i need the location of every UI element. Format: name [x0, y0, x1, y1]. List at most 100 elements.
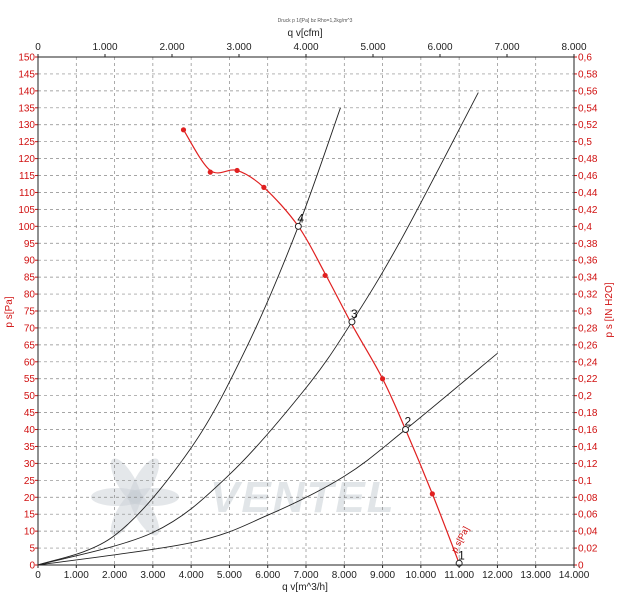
left-tick-label: 5 [29, 544, 35, 555]
left-tick-label: 100 [18, 222, 35, 233]
right-tick-label: 0,6 [578, 53, 592, 64]
top-tick-label: 8.000 [561, 42, 586, 53]
bottom-tick-label: 2.000 [102, 570, 127, 581]
left-tick-label: 120 [18, 154, 35, 165]
right-tick-label: 0,28 [578, 323, 598, 334]
right-tick-label: 0,24 [578, 357, 598, 368]
bottom-tick-label: 10.000 [406, 570, 437, 581]
left-tick-label: 125 [18, 137, 35, 148]
left-tick-label: 55 [24, 374, 36, 385]
left-tick-label: 105 [18, 205, 35, 216]
bottom-tick-label: 3.000 [140, 570, 165, 581]
bottom-tick-label: 14.000 [559, 570, 590, 581]
right-tick-label: 0,5 [578, 137, 592, 148]
right-tick-label: 0,44 [578, 188, 598, 199]
right-tick-label: 0,56 [578, 86, 598, 97]
right-tick-label: 0,22 [578, 374, 598, 385]
right-tick-label: 0,52 [578, 120, 598, 131]
chart-header: Druck p 1/[Pa] bz Rho=1,2kg/m^3 [278, 18, 353, 24]
right-tick-label: 0,06 [578, 510, 598, 521]
bottom-axis-title: q v[m^3/h] [282, 582, 328, 593]
bottom-tick-label: 13.000 [520, 570, 551, 581]
bottom-tick-label: 4.000 [179, 570, 204, 581]
right-axis-title: p s [IN H2O] [604, 282, 615, 337]
right-tick-label: 0,46 [578, 171, 598, 182]
bottom-tick-label: 9.000 [370, 570, 395, 581]
right-tick-label: 0,14 [578, 442, 598, 453]
system-curve-line-2 [37, 92, 479, 566]
plot-frame [37, 56, 575, 566]
left-tick-label: 65 [24, 340, 36, 351]
watermark-blade [128, 458, 160, 505]
bottom-tick-label: 7.000 [293, 570, 318, 581]
right-tick-label: 0,4 [578, 222, 592, 233]
top-tick-label: 4.000 [293, 42, 318, 53]
top-tick-label: 2.000 [159, 42, 184, 53]
operating-point-label: 3 [351, 307, 358, 321]
axis-ticks: 0 1.000 2.000 3.000 4.000 5.000 6.000 7.000 8.00… [18, 42, 598, 581]
left-tick-label: 110 [19, 188, 35, 199]
operating-point [402, 426, 410, 434]
right-tick-label: 0,26 [578, 340, 598, 351]
right-tick-label: 0,02 [578, 544, 598, 555]
fan-curve-marker [429, 491, 435, 497]
fan-curve-marker [180, 127, 187, 133]
right-tick-label: 0,32 [578, 290, 598, 301]
right-tick-label: 0,42 [578, 205, 598, 216]
grid [38, 57, 574, 565]
operating-point [294, 222, 302, 230]
right-tick-label: 0,1 [578, 476, 592, 487]
left-tick-label: 45 [24, 408, 36, 419]
fan-curve-marker [207, 169, 213, 175]
left-tick-label: 30 [24, 459, 36, 470]
bottom-tick-label: 5.000 [217, 570, 242, 581]
operating-point-label: 4 [297, 211, 304, 225]
fan-curve-marker [322, 272, 328, 279]
right-tick-label: 0,12 [578, 459, 598, 470]
left-tick-label: 80 [24, 290, 36, 301]
bottom-tick-label: 8.000 [332, 570, 357, 581]
bottom-tick-label: 1.000 [64, 570, 89, 581]
right-tick-label: 0,08 [578, 493, 598, 504]
left-tick-label: 15 [24, 510, 36, 521]
right-tick-label: 0,16 [578, 425, 598, 436]
right-tick-label: 0,04 [578, 527, 598, 538]
top-axis-title: q v[cfm] [287, 28, 322, 39]
left-tick-label: 0 [29, 561, 35, 572]
right-tick-label: 0,18 [578, 408, 598, 419]
bottom-tick-label: 6.000 [255, 570, 280, 581]
top-tick-label: 3.000 [226, 42, 251, 53]
system-curve-line-1 [37, 107, 341, 566]
right-tick-label: 0,54 [578, 103, 598, 114]
top-tick-label: 6.000 [427, 42, 452, 53]
bottom-tick-label: 12.000 [482, 570, 513, 581]
left-tick-label: 150 [18, 53, 35, 64]
top-tick-label: 0 [35, 42, 41, 53]
left-tick-label: 145 [18, 69, 35, 80]
left-tick-label: 115 [19, 171, 35, 182]
left-axis-title: p s[Pa] [4, 296, 15, 327]
left-tick-label: 25 [24, 476, 36, 487]
left-tick-label: 75 [24, 307, 36, 318]
left-tick-label: 130 [18, 120, 35, 131]
top-tick-label: 7.000 [494, 42, 519, 53]
right-tick-label: 0,38 [578, 239, 598, 250]
right-tick-label: 0,34 [578, 273, 598, 284]
left-tick-label: 85 [24, 273, 36, 284]
left-tick-label: 10 [24, 527, 36, 538]
fan-curve-marker [261, 184, 267, 190]
left-tick-label: 140 [18, 86, 35, 97]
top-tick-label: 1.000 [92, 42, 117, 53]
fan-curve-marker [379, 376, 386, 382]
right-tick-label: 0,2 [578, 391, 592, 402]
top-tick-label: 5.000 [360, 42, 385, 53]
left-tick-label: 35 [24, 442, 36, 453]
operating-point [348, 318, 356, 326]
left-tick-label: 50 [24, 391, 36, 402]
bottom-tick-label: 11.000 [444, 570, 474, 581]
left-tick-label: 40 [24, 425, 36, 436]
left-tick-label: 70 [24, 323, 36, 334]
operating-point-label: 1 [458, 548, 465, 562]
left-tick-label: 60 [24, 357, 36, 368]
